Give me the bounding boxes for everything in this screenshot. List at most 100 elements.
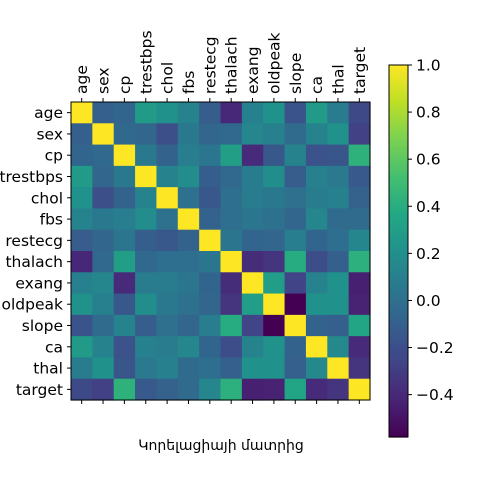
heatmap-cell-thal-cp — [113, 357, 136, 380]
colorbar-strip — [389, 371, 408, 375]
colorbar-strip — [389, 356, 408, 360]
heatmap-cell-thal-age — [71, 357, 93, 380]
heatmap-frame — [70, 101, 371, 401]
x-tick-label-cp: cp — [116, 76, 134, 94]
heatmap-cell-oldpeak-slope — [284, 293, 307, 316]
heatmap-cell-ca-exang — [241, 336, 264, 359]
colorbar-strip — [389, 419, 408, 423]
colorbar-strip — [389, 338, 408, 342]
colorbar-strip — [389, 374, 408, 378]
colorbar-strip — [389, 128, 408, 132]
colorbar-strip — [389, 212, 408, 216]
heatmap-cell-slope-thalach — [220, 314, 243, 337]
heatmap-cell-ca-chol — [156, 336, 179, 359]
colorbar-strip — [389, 164, 408, 168]
heatmap-cell-ca-oldpeak — [263, 336, 286, 359]
heatmap-cell-cp-chol — [156, 144, 179, 167]
colorbar-strip — [389, 221, 408, 225]
x-axis-label: Կորելացիայի մատրից — [138, 438, 304, 454]
y-tick-label-target: target — [16, 381, 63, 399]
x-tick-label-thal: thal — [329, 64, 347, 94]
colorbar-strip — [389, 194, 408, 198]
colorbar-strip — [389, 239, 408, 243]
colorbar-strip — [389, 80, 408, 84]
heatmap-cell-ca-cp — [113, 336, 136, 359]
heatmap-cell-oldpeak-age — [71, 293, 93, 316]
colorbar-strip — [389, 299, 408, 303]
heatmap-cell-ca-sex — [92, 336, 115, 359]
colorbar-tick-label: −0.2 — [416, 339, 454, 357]
x-tick-label-trestbps: trestbps — [137, 30, 155, 94]
heatmap-cell-thal-thal — [327, 357, 350, 380]
colorbar-strip — [389, 431, 408, 435]
colorbar-strip — [389, 398, 408, 402]
colorbar-strip — [389, 65, 408, 69]
heatmap-cell-sex-trestbps — [135, 123, 158, 146]
heatmap-cell-exang-thalach — [220, 272, 243, 295]
colorbar-tick-label: −0.4 — [416, 386, 454, 404]
heatmap-cell-exang-thal — [327, 272, 350, 295]
heatmap-cell-sex-restecg — [199, 123, 222, 146]
heatmap-cell-trestbps-cp — [113, 165, 136, 188]
colorbar-strip — [389, 335, 408, 339]
colorbar-strip — [389, 197, 408, 201]
heatmap-cell-target-oldpeak — [263, 378, 286, 401]
heatmap-cell-trestbps-trestbps — [135, 165, 158, 188]
heatmap-cell-cp-cp — [113, 144, 136, 167]
colorbar-strip — [389, 434, 408, 438]
colorbar-frame — [388, 64, 409, 438]
heatmap-cell-trestbps-slope — [284, 165, 307, 188]
heatmap-cell-slope-trestbps — [135, 314, 158, 337]
heatmap-cell-slope-oldpeak — [263, 314, 286, 337]
heatmap-cell-age-slope — [284, 102, 307, 124]
colorbar-strip — [389, 218, 408, 222]
heatmap-cell-age-ca — [305, 102, 328, 124]
heatmap-cell-exang-chol — [156, 272, 179, 295]
colorbar-strip — [389, 242, 408, 246]
colorbar-strip — [389, 149, 408, 153]
heatmap-cell-trestbps-thal — [327, 165, 350, 188]
colorbar-strip — [389, 323, 408, 327]
colorbar-strip — [389, 206, 408, 210]
colorbar-strip — [389, 320, 408, 324]
heatmap-cell-target-cp — [113, 378, 136, 401]
colorbar-tick-label: 0.4 — [416, 198, 441, 216]
heatmap-cell-slope-thal — [327, 314, 350, 337]
heatmap-cell-exang-age — [71, 272, 93, 295]
heatmap-cell-chol-target — [348, 187, 371, 210]
colorbar-strip — [389, 254, 408, 258]
heatmap-cell-cp-sex — [92, 144, 115, 167]
heatmap-cell-cp-trestbps — [135, 144, 158, 167]
heatmap-cell-thalach-exang — [241, 251, 264, 273]
colorbar-strip — [389, 410, 408, 414]
heatmap-cell-sex-exang — [241, 123, 264, 146]
heatmap-cell-slope-exang — [241, 314, 264, 337]
heatmap-cell-slope-fbs — [177, 314, 200, 337]
heatmap-cell-oldpeak-restecg — [199, 293, 222, 316]
heatmap-cell-oldpeak-thalach — [220, 293, 243, 316]
colorbar-strip — [389, 95, 408, 99]
heatmap-cell-chol-fbs — [177, 187, 200, 210]
heatmap-cell-target-target — [348, 378, 371, 401]
heatmap-cell-cp-restecg — [199, 144, 222, 167]
colorbar-tick-group: −0.4 −0.2 0.0 0.2 0.4 0.6 0.8 1.0 — [408, 57, 454, 404]
heatmap-cell-thalach-trestbps — [135, 251, 158, 273]
heatmap-cell-chol-age — [71, 187, 93, 210]
colorbar-strip — [389, 74, 408, 78]
heatmap-cell-thal-restecg — [199, 357, 222, 380]
colorbar-strip — [389, 185, 408, 189]
heatmap-cell-trestbps-restecg — [199, 165, 222, 188]
colorbar-strip — [389, 263, 408, 267]
colorbar-strip — [389, 326, 408, 330]
colorbar-strip — [389, 116, 408, 120]
heatmap-cell-trestbps-age — [71, 165, 93, 188]
heatmap-cell-fbs-cp — [113, 208, 136, 231]
heatmap-cell-thalach-chol — [156, 251, 179, 273]
colorbar-strip — [389, 416, 408, 420]
colorbar-strip — [389, 203, 408, 207]
heatmap-cell-trestbps-exang — [241, 165, 264, 188]
heatmap-cell-slope-sex — [92, 314, 115, 337]
heatmap-cell-target-age — [71, 378, 93, 401]
heatmap-cell-slope-chol — [156, 314, 179, 337]
colorbar-strip — [389, 248, 408, 252]
